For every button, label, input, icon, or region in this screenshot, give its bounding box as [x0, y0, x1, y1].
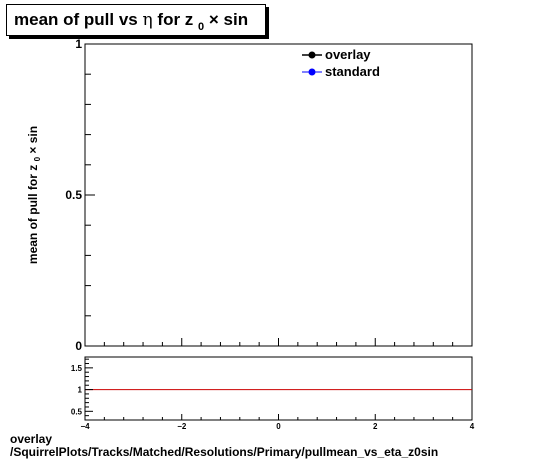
legend-marker-overlay — [308, 51, 316, 59]
ratio-x-tick-label: 4 — [470, 422, 475, 431]
title-suffix: × sin — [208, 10, 249, 29]
legend-marker-standard — [308, 68, 316, 76]
ratio-x-tick-label: 0 — [276, 422, 281, 431]
legend: overlay standard — [302, 47, 380, 79]
title-eta: η — [142, 10, 153, 30]
chart-title: mean of pull vs η for z 0 × sin — [14, 10, 249, 33]
main-y-tick-label: 0 — [75, 339, 82, 353]
main-y-tick-label: 0.5 — [65, 188, 82, 202]
ratio-x-tick-label: −4 — [80, 422, 90, 431]
main-plot-frame — [84, 43, 473, 347]
ratio-x-tick-label: 2 — [373, 422, 378, 431]
main-y-tick-label: 1 — [75, 37, 82, 51]
title-box: mean of pull vs η for z 0 × sin — [6, 4, 266, 36]
title-prefix: mean of pull vs — [14, 10, 138, 29]
ratio-x-tick-label: −2 — [177, 422, 187, 431]
ratio-y-tick-label: 0.5 — [71, 407, 83, 416]
title-subscript: 0 — [198, 21, 205, 33]
ratio-plot-ticks — [84, 358, 473, 420]
main-plot-tick-labels: 00.51 — [65, 37, 82, 353]
footer-line-2: /SquirrelPlots/Tracks/Matched/Resolution… — [10, 445, 439, 459]
footer-line-1: overlay — [10, 432, 53, 446]
ratio-plot-frame — [84, 356, 473, 421]
ratio-y-tick-label: 1.5 — [71, 364, 83, 373]
legend-label-standard: standard — [325, 64, 380, 79]
legend-label-overlay: overlay — [325, 47, 371, 62]
legend-item-standard: standard — [302, 64, 380, 79]
ratio-y-tick-label: 1 — [78, 386, 83, 395]
ratio-plot-tick-labels: −4 −2 0 2 4 0.5 1 1.5 — [71, 364, 475, 431]
legend-item-overlay: overlay — [302, 47, 371, 62]
title-middle: for z — [157, 10, 194, 29]
main-plot-ticks — [84, 43, 473, 347]
footer-path: overlay /SquirrelPlots/Tracks/Matched/Re… — [10, 433, 438, 459]
